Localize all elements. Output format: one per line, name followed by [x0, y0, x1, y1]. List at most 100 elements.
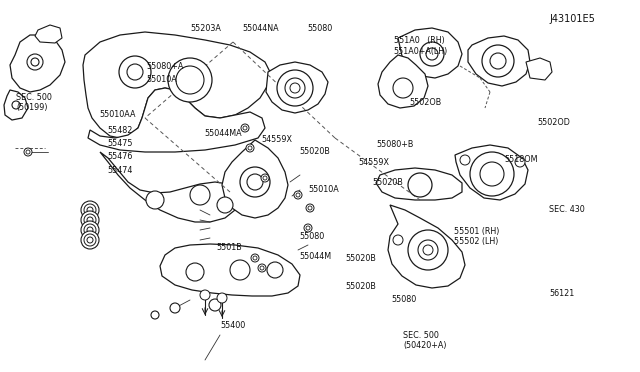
Circle shape — [408, 173, 432, 197]
Polygon shape — [160, 244, 300, 296]
Circle shape — [426, 48, 438, 60]
Text: 55474: 55474 — [108, 166, 133, 175]
Circle shape — [393, 78, 413, 98]
Circle shape — [151, 311, 159, 319]
Text: 55203A: 55203A — [191, 24, 221, 33]
Text: 55010A: 55010A — [146, 76, 177, 84]
Polygon shape — [88, 88, 265, 152]
Circle shape — [209, 299, 221, 311]
Polygon shape — [388, 205, 465, 288]
Text: 55010AA: 55010AA — [99, 110, 136, 119]
Circle shape — [87, 237, 93, 243]
Circle shape — [241, 124, 249, 132]
Circle shape — [127, 64, 143, 80]
Circle shape — [482, 45, 514, 77]
Circle shape — [267, 262, 283, 278]
Circle shape — [515, 157, 525, 167]
Circle shape — [81, 221, 99, 239]
Circle shape — [168, 58, 212, 102]
Circle shape — [258, 264, 266, 272]
Circle shape — [308, 206, 312, 210]
Text: SEC. 500
(50199): SEC. 500 (50199) — [16, 93, 52, 112]
Circle shape — [176, 66, 204, 94]
Text: 54559X: 54559X — [358, 158, 389, 167]
Text: 5502OB: 5502OB — [410, 98, 442, 107]
Circle shape — [217, 197, 233, 213]
Polygon shape — [35, 25, 62, 43]
Circle shape — [260, 266, 264, 270]
Polygon shape — [83, 32, 270, 138]
Text: SEC. 430: SEC. 430 — [549, 205, 585, 214]
Circle shape — [408, 230, 448, 270]
Circle shape — [87, 227, 93, 233]
Polygon shape — [266, 62, 328, 113]
Circle shape — [87, 207, 93, 213]
Circle shape — [190, 185, 210, 205]
Text: 55044M: 55044M — [300, 252, 332, 261]
Text: 55501 (RH)
55502 (LH): 55501 (RH) 55502 (LH) — [454, 227, 500, 246]
Circle shape — [170, 303, 180, 313]
Circle shape — [31, 58, 39, 66]
Text: 55010A: 55010A — [308, 185, 339, 194]
Text: 55020B: 55020B — [372, 178, 403, 187]
Text: 55080: 55080 — [392, 295, 417, 304]
Text: 54559X: 54559X — [261, 135, 292, 144]
Text: 55080+A: 55080+A — [146, 62, 183, 71]
Circle shape — [261, 174, 269, 182]
Polygon shape — [222, 140, 288, 218]
Circle shape — [248, 146, 252, 150]
Circle shape — [285, 78, 305, 98]
Circle shape — [247, 174, 263, 190]
Polygon shape — [376, 168, 462, 200]
Circle shape — [27, 54, 43, 70]
Circle shape — [146, 191, 164, 209]
Circle shape — [81, 201, 99, 219]
Polygon shape — [378, 55, 428, 108]
Text: 5518OM: 5518OM — [504, 155, 538, 164]
Text: 5501B: 5501B — [216, 243, 242, 252]
Circle shape — [277, 70, 313, 106]
Text: J43101E5: J43101E5 — [549, 15, 595, 24]
Circle shape — [81, 211, 99, 229]
Circle shape — [26, 150, 30, 154]
Text: 55476: 55476 — [108, 153, 133, 161]
Text: 55080+B: 55080+B — [376, 140, 413, 149]
Circle shape — [84, 204, 96, 216]
Circle shape — [217, 293, 227, 303]
Text: 55475: 55475 — [108, 139, 133, 148]
Circle shape — [304, 224, 312, 232]
Circle shape — [490, 53, 506, 69]
Circle shape — [119, 56, 151, 88]
Circle shape — [263, 176, 267, 180]
Text: 55400: 55400 — [221, 321, 246, 330]
Circle shape — [84, 224, 96, 236]
Polygon shape — [100, 152, 240, 222]
Circle shape — [230, 260, 250, 280]
Circle shape — [84, 214, 96, 226]
Circle shape — [186, 263, 204, 281]
Text: 551A0   (RH)
551A0+A(LH): 551A0 (RH) 551A0+A(LH) — [394, 36, 448, 56]
Circle shape — [253, 256, 257, 260]
Circle shape — [84, 234, 96, 246]
Text: 55020B: 55020B — [346, 254, 376, 263]
Circle shape — [470, 152, 514, 196]
Text: 5502OD: 5502OD — [538, 118, 570, 126]
Polygon shape — [455, 145, 528, 200]
Circle shape — [418, 240, 438, 260]
Circle shape — [460, 155, 470, 165]
Circle shape — [480, 162, 504, 186]
Circle shape — [296, 193, 300, 197]
Text: 55020B: 55020B — [346, 282, 376, 291]
Circle shape — [81, 231, 99, 249]
Polygon shape — [10, 35, 65, 92]
Circle shape — [240, 167, 270, 197]
Circle shape — [12, 101, 20, 109]
Text: 55020B: 55020B — [300, 147, 330, 155]
Polygon shape — [468, 36, 530, 86]
Circle shape — [24, 148, 32, 156]
Text: 55080: 55080 — [307, 24, 332, 33]
Text: 55080: 55080 — [300, 232, 324, 241]
Circle shape — [290, 83, 300, 93]
Circle shape — [306, 204, 314, 212]
Circle shape — [423, 245, 433, 255]
